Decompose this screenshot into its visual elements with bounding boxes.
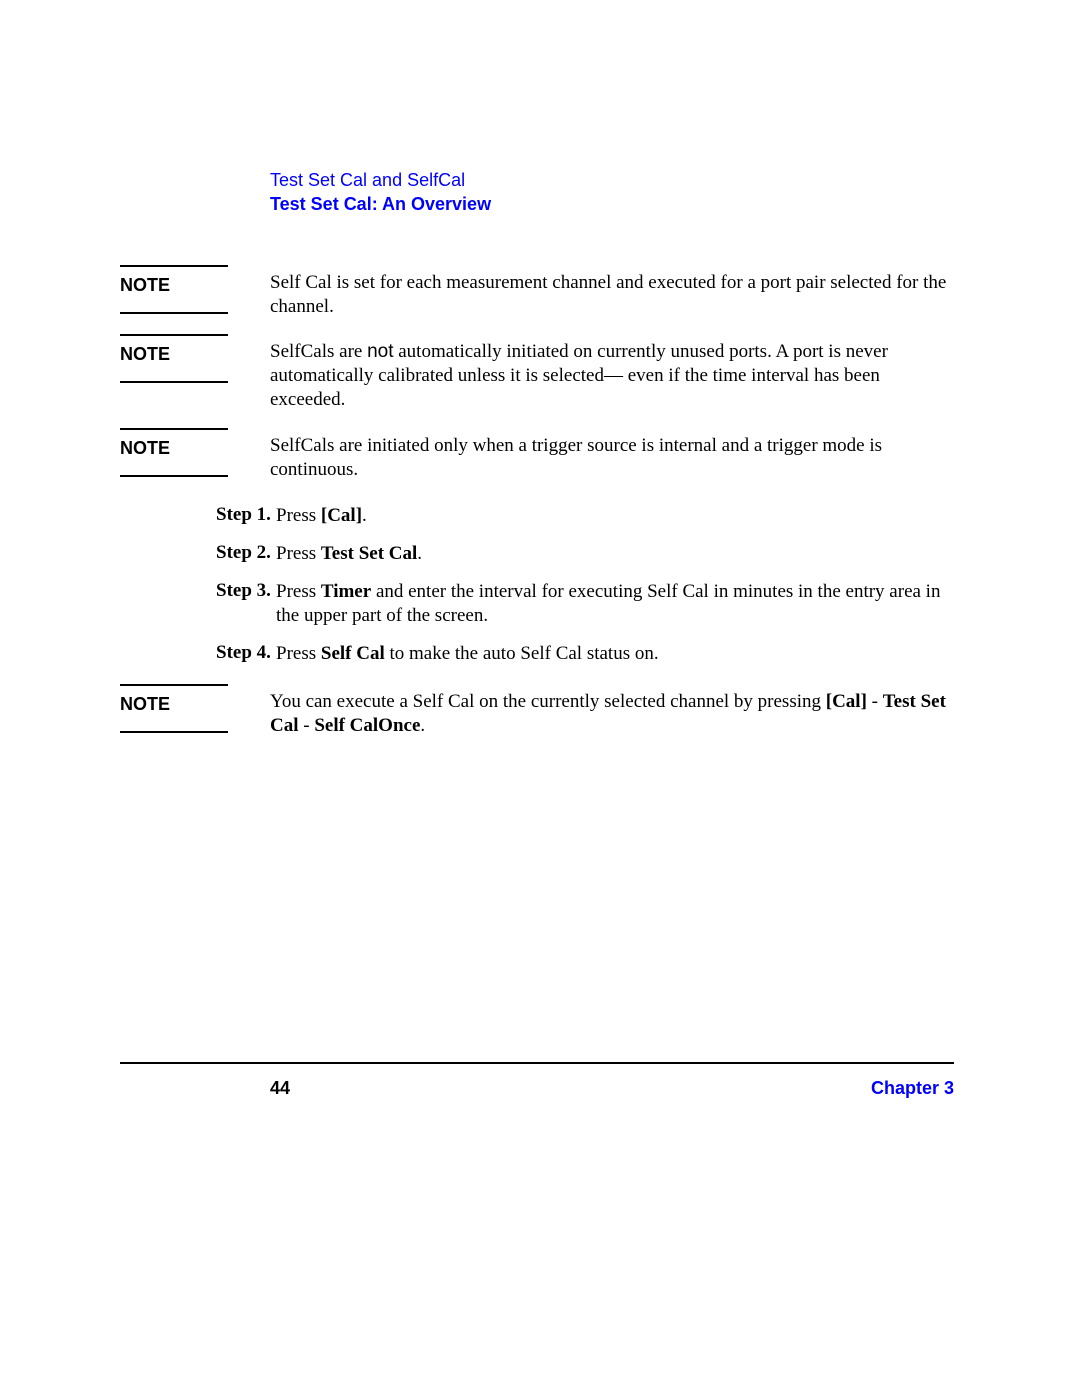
note-body: SelfCals are initiated only when a trigg… — [270, 428, 960, 488]
note-body: You can execute a Self Cal on the curren… — [270, 684, 960, 744]
notes-container: NOTE Self Cal is set for each measurement… — [120, 265, 960, 489]
step: Step 2.Press Test Set Cal. — [216, 542, 960, 566]
running-header: Test Set Cal and SelfCal Test Set Cal: A… — [270, 168, 960, 217]
step: Step 4.Press Self Cal to make the auto S… — [216, 642, 960, 666]
step-body: Press Timer and enter the interval for e… — [272, 580, 960, 628]
header-section-title: Test Set Cal and SelfCal — [270, 168, 960, 192]
step-label: Step 2. — [216, 542, 272, 564]
note-body: SelfCals are not automatically initiated… — [270, 334, 960, 418]
step: Step 3.Press Timer and enter the interva… — [216, 580, 960, 628]
note-block: NOTE SelfCals are initiated only when a t… — [120, 428, 960, 488]
step-label: Step 3. — [216, 580, 272, 602]
note-label-wrap: NOTE — [120, 334, 270, 383]
note-block: NOTE Self Cal is set for each measurement… — [120, 265, 960, 325]
step-label: Step 1. — [216, 504, 272, 526]
note-block: NOTE You can execute a Self Cal on the cu… — [120, 684, 960, 744]
header-subsection-title: Test Set Cal: An Overview — [270, 192, 960, 216]
page: Test Set Cal and SelfCal Test Set Cal: A… — [0, 0, 1080, 1397]
page-number: 44 — [270, 1078, 290, 1099]
note-after-container: NOTE You can execute a Self Cal on the cu… — [120, 684, 960, 744]
note-label-wrap: NOTE — [120, 684, 270, 733]
page-footer: 44 Chapter 3 — [120, 1062, 954, 1099]
note-block: NOTE SelfCals are not automatically initi… — [120, 334, 960, 418]
note-body: Self Cal is set for each measurement cha… — [270, 265, 960, 325]
step-label: Step 4. — [216, 642, 272, 664]
step: Step 1.Press [Cal]. — [216, 504, 960, 528]
note-label: NOTE — [120, 686, 228, 731]
note-label: NOTE — [120, 336, 228, 381]
step-body: Press Test Set Cal. — [272, 542, 960, 566]
note-label: NOTE — [120, 430, 228, 475]
note-label-wrap: NOTE — [120, 265, 270, 314]
steps-list: Step 1.Press [Cal].Step 2.Press Test Set… — [216, 504, 960, 666]
step-body: Press Self Cal to make the auto Self Cal… — [272, 642, 960, 666]
note-label: NOTE — [120, 267, 228, 312]
chapter-label: Chapter 3 — [871, 1078, 954, 1099]
step-body: Press [Cal]. — [272, 504, 960, 528]
note-label-wrap: NOTE — [120, 428, 270, 477]
